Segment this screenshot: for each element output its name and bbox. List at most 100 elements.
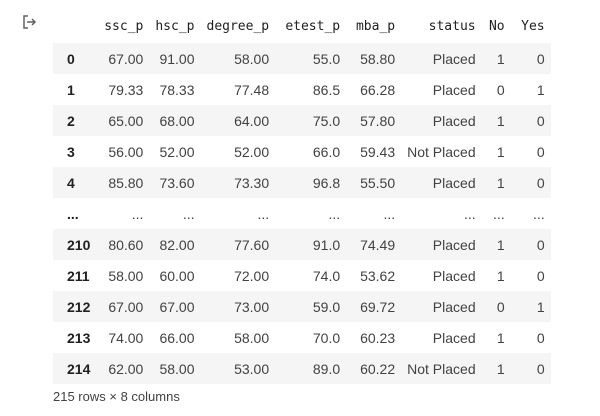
- table-cell: 58.00: [234, 329, 270, 346]
- table-cell: 0: [536, 174, 545, 191]
- table-cell: 78.33: [159, 81, 195, 98]
- table-cell: 74.49: [360, 236, 396, 253]
- table-cell: Placed: [432, 174, 476, 191]
- table-cell: 59.43: [360, 143, 396, 160]
- table-cell: Placed: [432, 236, 476, 253]
- table-cell: 77.60: [234, 236, 270, 253]
- row-index: 4: [67, 174, 75, 191]
- table-cell: 1: [496, 267, 505, 284]
- table-cell: Placed: [432, 298, 476, 315]
- table-cell: 55.50: [360, 174, 396, 191]
- table-cell: 1: [496, 236, 505, 253]
- table-cell: 58.00: [108, 267, 144, 284]
- table-cell: Placed: [432, 329, 476, 346]
- row-index: 211: [67, 267, 90, 284]
- table-cell: 1: [536, 81, 545, 98]
- table-cell: 67.00: [108, 50, 144, 67]
- dataframe-table: ssc_p hsc_p degree_p etest_p mba_p status No Ye…: [53, 9, 551, 384]
- row-index: 210: [67, 236, 91, 253]
- table-cell: Placed: [432, 50, 476, 67]
- table-cell: 66.28: [360, 81, 396, 98]
- table-cell: 1: [496, 112, 505, 129]
- table-body: 0 67.00 91.00 58.00 55.0 58.80 Placed 1 0 1 79.33 7…: [53, 43, 551, 384]
- index-header: [53, 9, 96, 43]
- table-cell: Placed: [432, 267, 476, 284]
- table-cell: ...: [492, 205, 505, 222]
- row-index: 212: [67, 298, 91, 315]
- table-cell: 0: [536, 329, 545, 346]
- table-cell: 60.23: [360, 329, 396, 346]
- table-cell: 67.00: [108, 298, 144, 315]
- table-cell: 72.00: [234, 267, 270, 284]
- table-cell: 96.8: [312, 174, 341, 191]
- table-cell: 60.22: [360, 360, 396, 377]
- table-cell: 68.00: [159, 112, 195, 129]
- table-cell: ...: [328, 205, 341, 222]
- table-cell: 1: [496, 360, 505, 377]
- output-redirect-icon[interactable]: [22, 14, 38, 30]
- table-cell: Placed: [432, 81, 476, 98]
- table-cell: 65.00: [108, 112, 144, 129]
- table-cell: 0: [536, 50, 545, 67]
- table-cell: 58.00: [234, 50, 270, 67]
- table-cell: 52.00: [159, 143, 195, 160]
- table-cell: 53.62: [360, 267, 396, 284]
- table-cell: 67.00: [159, 298, 195, 315]
- table-cell: 82.00: [159, 236, 195, 253]
- table-cell: 74.00: [108, 329, 144, 346]
- table-cell: 64.00: [234, 112, 270, 129]
- table-cell: 66.00: [159, 329, 195, 346]
- table-cell: 58.80: [360, 50, 396, 67]
- column-header: No: [488, 18, 505, 34]
- table-row: ...........................: [53, 198, 551, 229]
- table-cell: 73.30: [234, 174, 270, 191]
- table-cell: 0: [496, 298, 505, 315]
- table-row: 211 58.00 60.00 72.00 74.0 53.62 Placed 1 0: [53, 260, 551, 291]
- table-cell: 1: [496, 174, 505, 191]
- table-cell: 89.0: [312, 360, 341, 377]
- table-cell: 91.00: [159, 50, 195, 67]
- table-cell: ...: [463, 205, 476, 222]
- table-row: 4 85.80 73.60 73.30 96.8 55.50 Placed 1 0: [53, 167, 551, 198]
- dataframe-shape-text: 215 rows × 8 columns: [53, 389, 180, 404]
- column-header: ssc_p: [104, 18, 144, 34]
- table-cell: 60.00: [159, 267, 195, 284]
- table-cell: 77.48: [234, 81, 270, 98]
- table-cell: 0: [536, 112, 545, 129]
- table-cell: 52.00: [234, 143, 270, 160]
- table-row: 213 74.00 66.00 58.00 70.0 60.23 Placed 1 0: [53, 322, 551, 353]
- table-cell: ...: [532, 205, 545, 222]
- table-cell: 1: [496, 329, 505, 346]
- table-row: 0 67.00 91.00 58.00 55.0 58.80 Placed 1 0: [53, 43, 551, 74]
- table-cell: 1: [496, 50, 505, 67]
- row-index: 1: [67, 81, 75, 98]
- table-cell: 57.80: [360, 112, 396, 129]
- table-cell: 1: [536, 298, 545, 315]
- table-row: 1 79.33 78.33 77.48 86.5 66.28 Placed 0 1: [53, 74, 551, 105]
- table-cell: ...: [131, 205, 144, 222]
- table-cell: 69.72: [360, 298, 396, 315]
- table-cell: 85.80: [108, 174, 144, 191]
- table-cell: 0: [536, 360, 545, 377]
- table-cell: 53.00: [234, 360, 270, 377]
- table-cell: 80.60: [108, 236, 144, 253]
- row-index: 213: [67, 329, 91, 346]
- table-cell: 0: [536, 267, 545, 284]
- column-header: hsc_p: [155, 18, 195, 34]
- header-row: ssc_p hsc_p degree_p etest_p mba_p status No Ye…: [53, 9, 551, 43]
- table-cell: 56.00: [108, 143, 144, 160]
- table-row: 214 62.00 58.00 53.00 89.0 60.22 Not Placed 1 0: [53, 353, 551, 384]
- table-cell: Not Placed: [407, 360, 476, 377]
- table-cell: 73.00: [234, 298, 270, 315]
- table-cell: 55.0: [312, 50, 341, 67]
- table-row: 212 67.00 67.00 73.00 59.0 69.72 Placed 0 1: [53, 291, 551, 322]
- dataframe-container: ssc_p hsc_p degree_p etest_p mba_p status No Ye…: [53, 9, 551, 384]
- table-cell: 0: [496, 81, 505, 98]
- column-header: mba_p: [355, 18, 396, 34]
- table-cell: 73.60: [159, 174, 195, 191]
- table-cell: ...: [257, 205, 270, 222]
- column-header: degree_p: [206, 18, 270, 34]
- table-cell: 75.0: [312, 112, 341, 129]
- table-cell: Not Placed: [407, 143, 476, 160]
